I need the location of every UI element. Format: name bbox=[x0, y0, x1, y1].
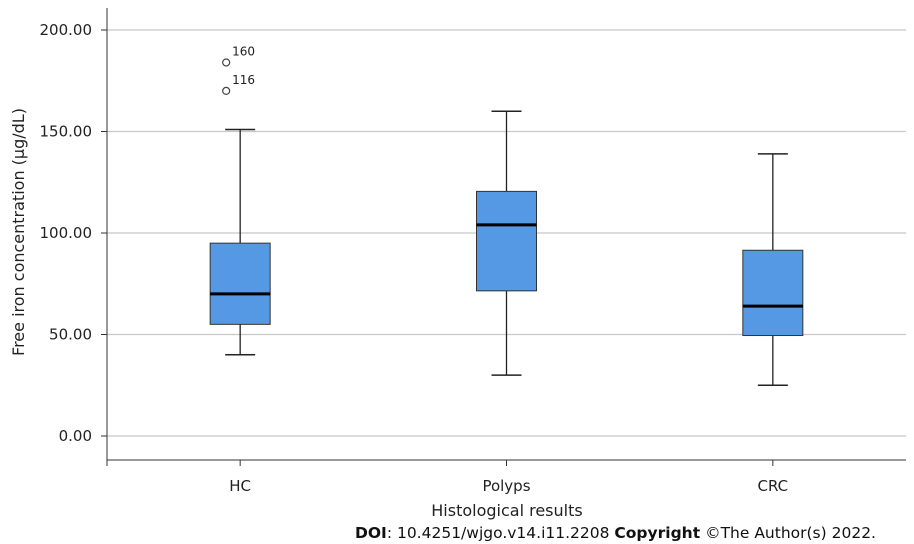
y-tick-label-0: 0.00 bbox=[59, 427, 92, 445]
outlier-point-116 bbox=[222, 86, 231, 96]
y-tick-label-100: 100.00 bbox=[40, 224, 93, 242]
box-crc bbox=[742, 153, 804, 386]
outlier-point-160 bbox=[222, 58, 231, 67]
iqr-box-crc bbox=[742, 249, 804, 337]
iqr-box-hc bbox=[209, 242, 271, 325]
axes bbox=[101, 8, 906, 466]
outlier-label-116: 116 bbox=[232, 73, 255, 87]
y-tick-label-50: 50.00 bbox=[49, 326, 92, 344]
x-tick-label-hc: HC bbox=[229, 477, 251, 495]
copyright-label: Copyright bbox=[614, 524, 701, 542]
copyright-value: ©The Author(s) 2022. bbox=[700, 524, 876, 542]
y-tick-label-150: 150.00 bbox=[40, 123, 93, 141]
outlier-label-160: 160 bbox=[232, 44, 255, 58]
x-axis-title: Histological results bbox=[431, 501, 582, 520]
doi-label: DOI bbox=[355, 524, 387, 542]
footer-citation: DOI: 10.4251/wjgo.v14.i11.2208 Copyright… bbox=[355, 524, 876, 542]
boxes: 160 116 bbox=[209, 44, 804, 386]
y-tick-label-200: 200.00 bbox=[40, 21, 93, 39]
y-tick-labels: 0.00 50.00 100.00 150.00 200.00 bbox=[40, 21, 93, 445]
x-tick-labels: HC Polyps CRC bbox=[229, 477, 788, 495]
box-polyps bbox=[476, 110, 537, 376]
doi-value: : 10.4251/wjgo.v14.i11.2208 bbox=[386, 524, 615, 542]
box-hc: 160 116 bbox=[209, 44, 271, 356]
y-axis-title: Free iron concentration (µg/dL) bbox=[9, 108, 28, 356]
x-tick-label-polyps: Polyps bbox=[482, 477, 530, 495]
x-tick-label-crc: CRC bbox=[758, 477, 789, 495]
iqr-box-polyps bbox=[476, 190, 537, 292]
